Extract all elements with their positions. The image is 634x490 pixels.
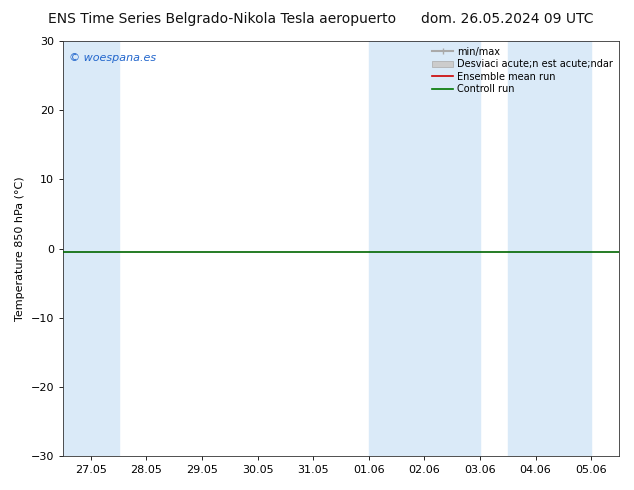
Bar <box>63 41 119 456</box>
Legend: min/max, Desviaci acute;n est acute;ndar, Ensemble mean run, Controll run: min/max, Desviaci acute;n est acute;ndar… <box>428 43 617 98</box>
Bar <box>369 41 480 456</box>
Bar <box>508 41 591 456</box>
Text: ENS Time Series Belgrado-Nikola Tesla aeropuerto: ENS Time Series Belgrado-Nikola Tesla ae… <box>48 12 396 26</box>
Text: dom. 26.05.2024 09 UTC: dom. 26.05.2024 09 UTC <box>421 12 593 26</box>
Y-axis label: Temperature 850 hPa (°C): Temperature 850 hPa (°C) <box>15 176 25 321</box>
Text: © woespana.es: © woespana.es <box>68 53 156 64</box>
